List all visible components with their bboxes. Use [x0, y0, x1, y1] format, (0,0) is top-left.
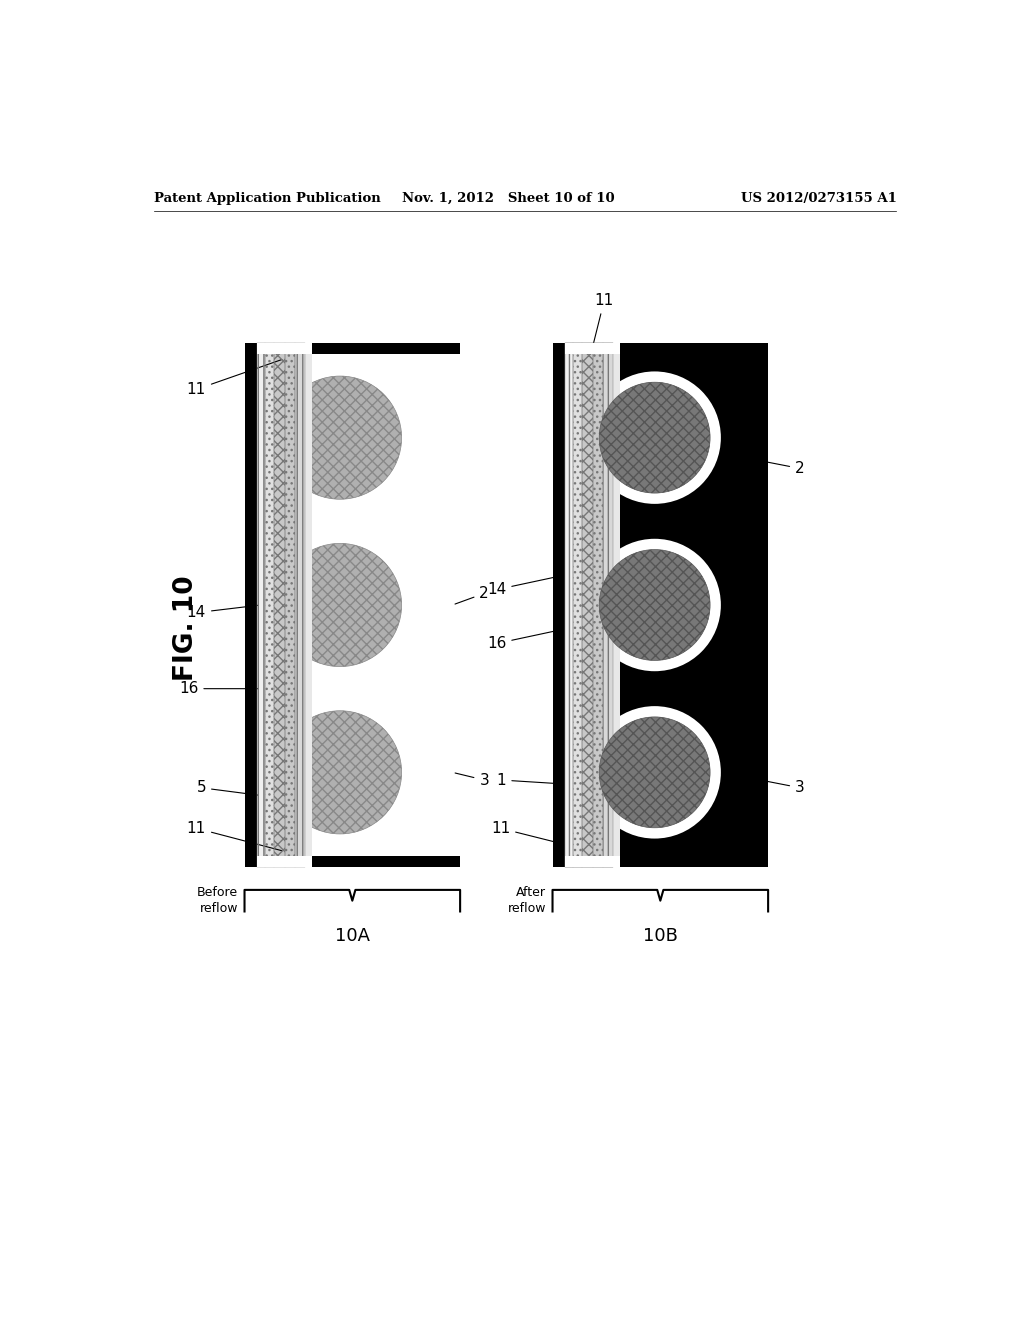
Bar: [603, 343, 612, 867]
Text: 1: 1: [497, 772, 622, 788]
Circle shape: [599, 383, 710, 494]
Bar: [593, 343, 603, 867]
Circle shape: [599, 717, 710, 828]
Bar: [257, 343, 264, 867]
Bar: [565, 343, 621, 354]
Bar: [565, 343, 572, 867]
Bar: [593, 343, 603, 867]
Bar: [603, 343, 612, 867]
Bar: [273, 343, 285, 867]
Bar: [565, 343, 621, 354]
Text: 11: 11: [186, 359, 282, 397]
Bar: [304, 343, 312, 867]
Bar: [553, 343, 768, 867]
Circle shape: [279, 376, 401, 499]
Text: 14: 14: [487, 574, 566, 597]
Text: 11: 11: [186, 821, 282, 850]
Bar: [565, 855, 621, 867]
Bar: [572, 343, 582, 867]
Bar: [553, 343, 768, 867]
Circle shape: [279, 710, 401, 834]
Text: Nov. 1, 2012   Sheet 10 of 10: Nov. 1, 2012 Sheet 10 of 10: [401, 191, 614, 205]
Bar: [264, 343, 273, 867]
Text: 2: 2: [455, 586, 489, 605]
Text: FIG. 10: FIG. 10: [173, 576, 199, 681]
Text: Before
reflow: Before reflow: [198, 886, 239, 915]
Bar: [312, 354, 460, 855]
Text: 16: 16: [179, 681, 258, 696]
Bar: [582, 343, 593, 867]
Circle shape: [589, 539, 721, 671]
Text: US 2012/0273155 A1: US 2012/0273155 A1: [740, 191, 897, 205]
Text: 11: 11: [490, 821, 590, 850]
Circle shape: [279, 544, 401, 667]
Bar: [582, 343, 593, 867]
Circle shape: [279, 376, 401, 499]
Circle shape: [599, 717, 710, 828]
Circle shape: [599, 549, 710, 660]
Text: 10A: 10A: [335, 927, 370, 945]
Bar: [572, 343, 582, 867]
Bar: [245, 343, 460, 867]
Bar: [572, 343, 582, 867]
Bar: [257, 343, 264, 867]
Text: After
reflow: After reflow: [508, 886, 547, 915]
Text: 3: 3: [455, 772, 489, 788]
Bar: [593, 343, 603, 867]
Text: 5: 5: [197, 780, 258, 795]
Bar: [593, 343, 603, 867]
Text: 16: 16: [487, 628, 566, 651]
Bar: [582, 343, 593, 867]
Bar: [257, 343, 312, 354]
Bar: [612, 343, 621, 867]
Text: 14: 14: [186, 605, 258, 620]
Bar: [553, 343, 768, 867]
Bar: [285, 343, 295, 867]
Circle shape: [589, 371, 721, 504]
Bar: [565, 855, 621, 867]
Bar: [582, 343, 593, 867]
Text: 10B: 10B: [643, 927, 678, 945]
Circle shape: [589, 706, 721, 838]
Bar: [572, 343, 582, 867]
Bar: [264, 343, 273, 867]
Text: 3: 3: [763, 780, 805, 795]
Circle shape: [279, 544, 401, 667]
Bar: [295, 343, 304, 867]
Bar: [565, 343, 572, 867]
Bar: [603, 343, 612, 867]
Circle shape: [599, 549, 710, 660]
Text: Patent Application Publication: Patent Application Publication: [154, 191, 380, 205]
Bar: [603, 343, 612, 867]
Text: 2: 2: [763, 461, 805, 477]
Text: 11: 11: [593, 293, 613, 345]
Bar: [312, 354, 460, 855]
Bar: [273, 343, 285, 867]
Bar: [295, 343, 304, 867]
Circle shape: [599, 383, 710, 494]
Circle shape: [279, 710, 401, 834]
Bar: [565, 343, 572, 867]
Bar: [565, 343, 572, 867]
Bar: [257, 855, 312, 867]
Bar: [612, 343, 621, 867]
Bar: [285, 343, 295, 867]
